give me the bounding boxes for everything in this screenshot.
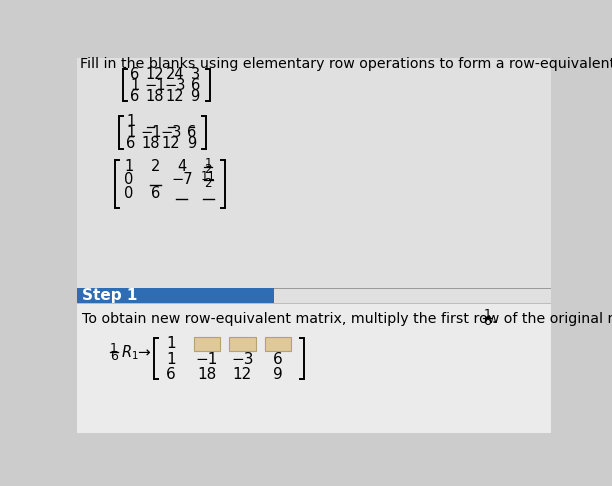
Text: 18: 18: [146, 88, 164, 104]
Text: −3: −3: [231, 352, 253, 367]
Text: 6: 6: [190, 78, 200, 93]
Text: 2: 2: [151, 158, 160, 174]
Text: 1: 1: [130, 78, 140, 93]
Text: 18: 18: [197, 367, 216, 382]
Bar: [76, 303, 551, 433]
Text: 1: 1: [124, 158, 134, 174]
Text: 12: 12: [162, 136, 181, 151]
Text: 6: 6: [130, 88, 140, 104]
Text: 9: 9: [187, 136, 196, 151]
Bar: [76, 288, 274, 303]
Bar: [265, 337, 291, 351]
Text: 1: 1: [483, 308, 491, 321]
Text: 6: 6: [166, 367, 176, 382]
Text: −3: −3: [160, 125, 182, 140]
Text: 0: 0: [124, 186, 134, 201]
Text: 24: 24: [166, 67, 184, 82]
Text: 2: 2: [204, 177, 212, 191]
Text: To obtain new row-equivalent matrix, multiply the first row of the original matr: To obtain new row-equivalent matrix, mul…: [82, 312, 612, 326]
Text: 6: 6: [187, 125, 196, 140]
Text: 1: 1: [166, 336, 176, 351]
Text: 12: 12: [146, 67, 164, 82]
Text: 9: 9: [190, 88, 200, 104]
Text: 6: 6: [151, 186, 160, 201]
Text: →: →: [137, 345, 150, 360]
Text: 1: 1: [126, 125, 135, 140]
Text: 6: 6: [110, 350, 118, 363]
Text: 12: 12: [233, 367, 252, 382]
Text: 18: 18: [142, 136, 160, 151]
Text: −1: −1: [144, 78, 166, 93]
Text: 11: 11: [201, 171, 215, 183]
Text: 9: 9: [273, 367, 283, 382]
Text: Step 1: Step 1: [82, 288, 137, 303]
Bar: [76, 58, 551, 303]
Text: 6: 6: [273, 352, 283, 367]
Text: −1: −1: [140, 125, 162, 140]
Bar: [229, 337, 256, 351]
Text: −1: −1: [195, 352, 218, 367]
Text: 6: 6: [483, 315, 491, 328]
Text: 1: 1: [166, 352, 176, 367]
Text: $R_1$: $R_1$: [121, 343, 139, 362]
Text: 3: 3: [190, 67, 200, 82]
Text: 1: 1: [204, 157, 212, 170]
Text: −7: −7: [171, 173, 193, 188]
Text: 2: 2: [204, 163, 212, 176]
Text: 6: 6: [126, 136, 135, 151]
Text: 0: 0: [124, 173, 134, 188]
Text: −3: −3: [164, 78, 185, 93]
Text: .: .: [492, 312, 496, 326]
Text: 12: 12: [166, 88, 184, 104]
Text: 6: 6: [130, 67, 140, 82]
Text: 1: 1: [126, 114, 135, 129]
Text: 1: 1: [110, 342, 118, 355]
Text: Fill in the blanks using elementary row operations to form a row-equivalent matr: Fill in the blanks using elementary row …: [80, 57, 612, 70]
Bar: [193, 337, 220, 351]
Text: 4: 4: [177, 158, 187, 174]
